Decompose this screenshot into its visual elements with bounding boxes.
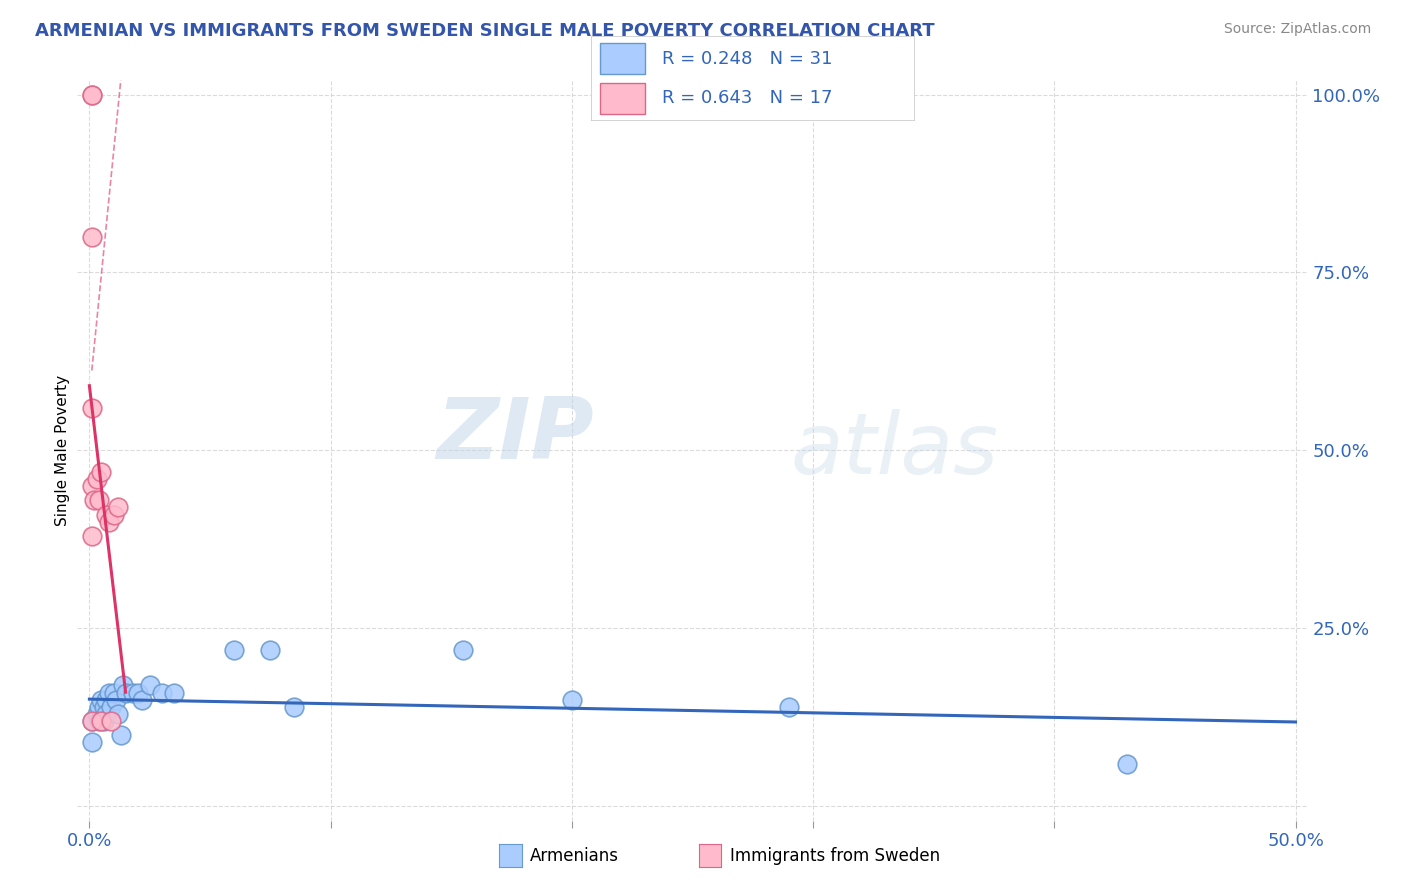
Point [100,699,122,714]
Text: ZIP: ZIP [436,394,595,477]
Point [778,699,800,714]
Point [90,692,112,706]
Text: ARMENIAN VS IMMIGRANTS FROM SWEDEN SINGLE MALE POVERTY CORRELATION CHART: ARMENIAN VS IMMIGRANTS FROM SWEDEN SINGL… [35,22,935,40]
Point [103,508,125,522]
Point [86,706,108,721]
Text: Source: ZipAtlas.com: Source: ZipAtlas.com [1223,22,1371,37]
Point [112,678,135,692]
Point [97,515,120,529]
Point [131,692,153,706]
Point [107,706,129,721]
Point [87,714,110,728]
FancyBboxPatch shape [600,83,645,113]
Point [259,642,281,657]
Text: atlas: atlas [792,409,998,492]
Point [114,685,136,699]
Point [80,714,103,728]
Point [163,685,186,699]
Point [110,728,132,742]
Point [80,529,103,543]
Text: Immigrants from Sweden: Immigrants from Sweden [730,847,939,865]
Point [283,699,305,714]
Text: R = 0.248   N = 31: R = 0.248 N = 31 [662,50,832,68]
Point [80,479,103,493]
Point [83,493,105,508]
Text: Armenians: Armenians [530,847,619,865]
Point [80,714,103,728]
Point [80,735,103,749]
Point [561,692,583,706]
Point [96,692,118,706]
Point [104,692,127,706]
Point [453,642,475,657]
Point [80,230,103,244]
Point [80,87,103,102]
Point [224,642,246,657]
Point [87,699,110,714]
Point [1115,756,1137,771]
Point [93,714,115,728]
Point [96,508,118,522]
Y-axis label: Single Male Poverty: Single Male Poverty [55,375,70,526]
Point [138,678,160,692]
Point [90,714,112,728]
FancyBboxPatch shape [600,44,645,74]
Point [87,493,110,508]
Point [97,685,120,699]
Point [107,500,129,515]
Point [93,699,115,714]
Point [150,685,173,699]
Point [103,685,125,699]
Point [80,401,103,415]
Point [121,685,143,699]
Point [100,714,122,728]
Point [80,87,103,102]
Point [90,465,112,479]
Point [86,472,108,486]
Point [96,706,118,721]
Point [127,685,149,699]
Text: R = 0.643   N = 17: R = 0.643 N = 17 [662,88,832,106]
